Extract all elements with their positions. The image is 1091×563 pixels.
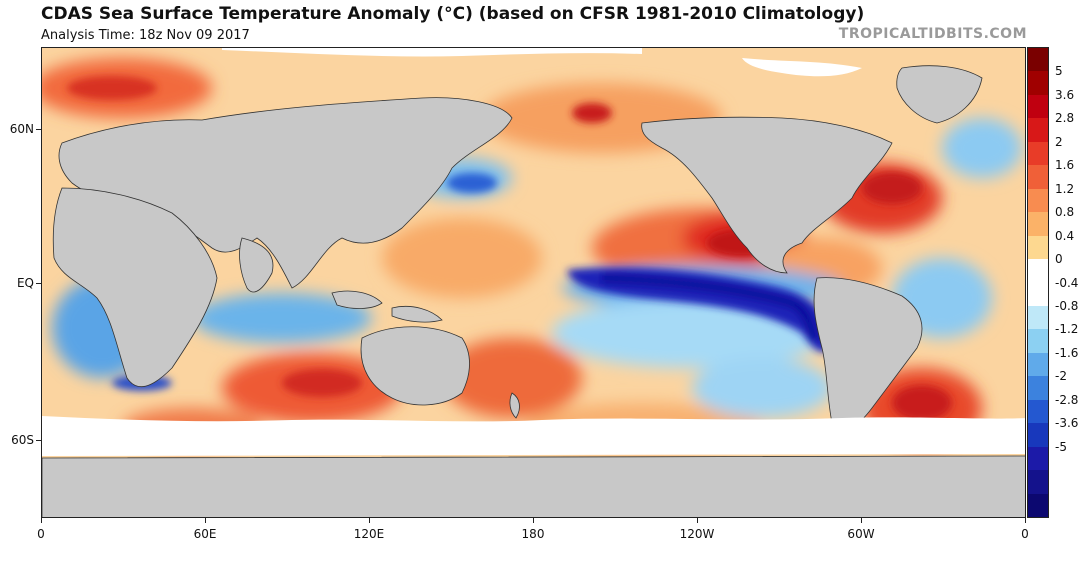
lon-tick: [533, 518, 534, 523]
lon-tick: [41, 518, 42, 523]
lat-label-60s: 60S: [11, 433, 34, 447]
sst-anomaly-map: [41, 47, 1026, 518]
colorbar-label: 2.8: [1055, 111, 1075, 126]
colorbar-label: 3.6: [1055, 87, 1075, 102]
brand-watermark: TROPICALTIDBITS.COM: [838, 26, 1027, 42]
colorbar-label: -1.2: [1055, 322, 1079, 337]
colorbar-segment: [1028, 282, 1048, 307]
lat-tick: [36, 440, 41, 441]
colorbar-segment: [1028, 259, 1048, 283]
sea-ice: [42, 48, 1025, 456]
colorbar-segment: [1028, 165, 1048, 190]
colorbar-label: 0: [1055, 252, 1063, 267]
lat-tick: [36, 283, 41, 284]
colorbar-segment: [1028, 423, 1048, 448]
colorbar-label: 0.8: [1055, 205, 1075, 220]
colorbar-label: 1.6: [1055, 158, 1075, 173]
colorbar-segment: [1028, 352, 1048, 377]
lon-label-180: 180: [521, 527, 545, 541]
lat-label-60n: 60N: [9, 122, 34, 136]
lon-tick: [205, 518, 206, 523]
colorbar-label: -3.6: [1055, 416, 1079, 431]
lon-tick: [861, 518, 862, 523]
colorbar-segment: [1028, 188, 1048, 213]
colorbar-label: -5: [1055, 439, 1067, 454]
land-masses: [42, 65, 1025, 517]
lat-tick: [36, 129, 41, 130]
colorbar: [1027, 47, 1049, 518]
colorbar-label: -2: [1055, 369, 1067, 384]
colorbar-segment: [1028, 446, 1048, 471]
colorbar-label: 1.2: [1055, 181, 1075, 196]
colorbar-segment: [1028, 305, 1048, 330]
map-title: CDAS Sea Surface Temperature Anomaly (°C…: [41, 4, 865, 24]
lon-label-60e: 60E: [193, 527, 217, 541]
lon-tick: [697, 518, 698, 523]
lon-label-60w: 60W: [847, 527, 875, 541]
colorbar-label: 2: [1055, 134, 1063, 149]
lon-label-120e: 120E: [353, 527, 385, 541]
lat-label-eq: EQ: [16, 276, 34, 290]
lon-label-0-east: 0: [1021, 527, 1029, 541]
colorbar-label: -0.8: [1055, 298, 1079, 313]
colorbar-segment: [1028, 376, 1048, 401]
lon-label-0: 0: [37, 527, 45, 541]
colorbar-segment: [1028, 94, 1048, 119]
lon-tick: [369, 518, 370, 523]
colorbar-segment: [1028, 235, 1048, 260]
lon-label-120w: 120W: [679, 527, 715, 541]
colorbar-label: 5: [1055, 64, 1063, 79]
colorbar-segment: [1028, 118, 1048, 143]
colorbar-segment: [1028, 399, 1048, 424]
colorbar-segment: [1028, 48, 1048, 72]
colorbar-label: -0.4: [1055, 275, 1079, 290]
map-canvas: [42, 48, 1025, 517]
colorbar-label: -2.8: [1055, 392, 1079, 407]
colorbar-segment: [1028, 141, 1048, 166]
colorbar-segment: [1028, 470, 1048, 495]
lon-tick: [1025, 518, 1026, 523]
analysis-time: Analysis Time: 18z Nov 09 2017: [41, 28, 250, 43]
colorbar-segment: [1028, 493, 1048, 518]
colorbar-label: 0.4: [1055, 228, 1075, 243]
colorbar-segment: [1028, 329, 1048, 354]
colorbar-label: -1.6: [1055, 345, 1079, 360]
colorbar-segment: [1028, 212, 1048, 237]
colorbar-segment: [1028, 71, 1048, 96]
